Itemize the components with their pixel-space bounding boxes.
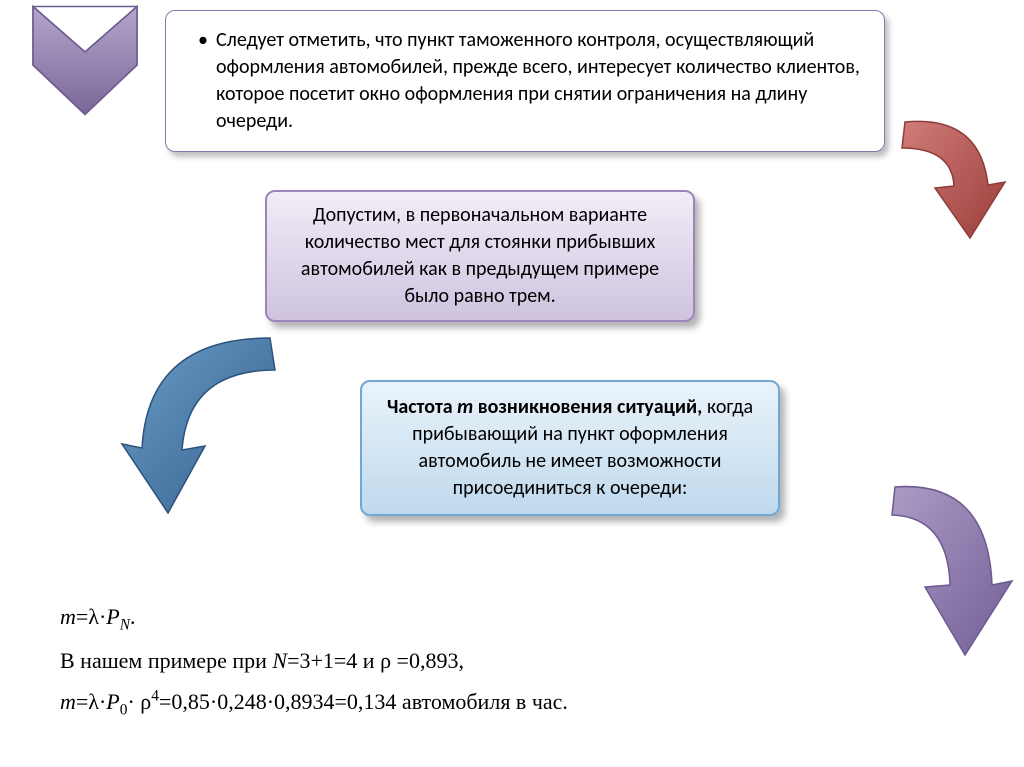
formula-line2: В нашем примере при N=3+1=4 и ρ =0,893, xyxy=(60,640,568,682)
mid-text: Допустим, в первоначальном варианте коли… xyxy=(301,203,659,308)
blue-var: m xyxy=(457,395,473,419)
blue-text-box: Частота m возникновения ситуаций, когда … xyxy=(360,380,780,516)
arrow-purple xyxy=(870,475,1015,670)
blue-rest-bold: возникновения ситуаций, xyxy=(473,395,702,419)
blue-prefix: Частота xyxy=(387,395,457,419)
chevron-pointer xyxy=(20,0,150,130)
formula-line1: m=λ·PN. xyxy=(60,596,568,640)
formula-block: m=λ·PN. В нашем примере при N=3+1=4 и ρ … xyxy=(60,596,568,725)
top-text-box: Следует отметить, что пункт таможенного … xyxy=(165,10,885,152)
formula-line3: m=λ·P0· ρ4=0,85·0,248·0,8934=0,134 автом… xyxy=(60,681,568,725)
arrow-red xyxy=(880,110,1010,270)
arrow-blue xyxy=(120,328,300,528)
top-text: Следует отметить, что пункт таможенного … xyxy=(216,27,860,135)
mid-text-box: Допустим, в первоначальном варианте коли… xyxy=(265,190,695,322)
